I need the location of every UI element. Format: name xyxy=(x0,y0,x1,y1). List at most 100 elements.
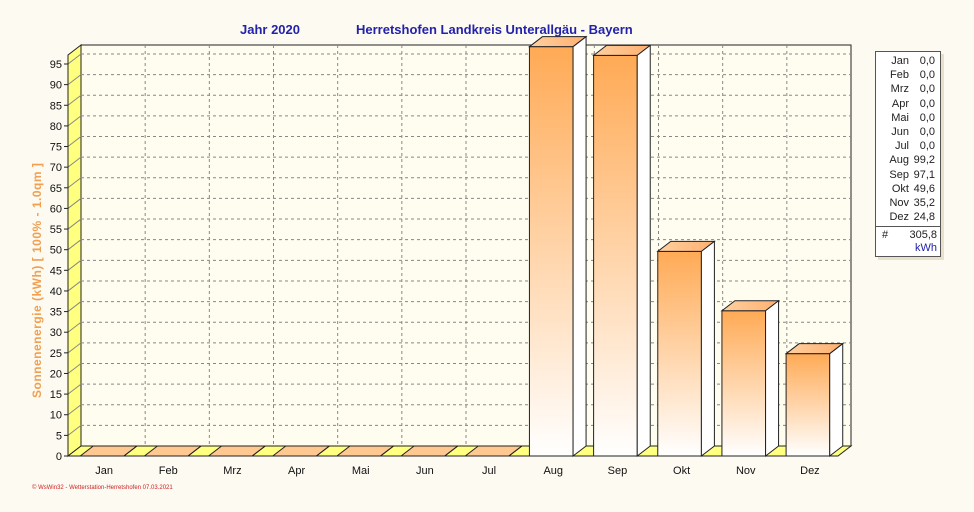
y-tick-label: 70 xyxy=(50,162,62,174)
gridline-wall xyxy=(67,259,82,271)
bar-side xyxy=(123,445,138,457)
y-tick-label: 80 xyxy=(50,121,62,133)
legend-value: 24,8 xyxy=(913,211,935,224)
gridline-wall xyxy=(67,404,82,416)
legend-row: Dez 24,8 xyxy=(876,211,938,225)
x-tick-label: Apr xyxy=(288,465,305,477)
chart-title-location: Herretshofen Landkreis Unterallgäu - Bay… xyxy=(356,22,633,37)
x-tick-label: Jan xyxy=(95,465,113,477)
gridline-wall xyxy=(67,53,82,65)
legend-total-unit: kWh xyxy=(915,242,937,254)
legend-month: Sep xyxy=(889,168,909,181)
bar-front xyxy=(593,54,638,457)
bar-Jul xyxy=(463,445,524,457)
bar-side xyxy=(444,445,459,457)
legend-value: 99,2 xyxy=(913,154,935,167)
y-tick-label: 50 xyxy=(50,245,62,257)
legend-total-value: 305,8 xyxy=(909,229,937,241)
legend-value: 0,0 xyxy=(919,111,935,124)
gridline-wall xyxy=(67,74,82,86)
legend-row: Mrz 0,0 xyxy=(876,83,938,97)
y-tick-label: 60 xyxy=(50,203,62,215)
bar-Okt xyxy=(656,240,716,458)
legend-value: 0,0 xyxy=(919,126,935,138)
y-tick-label: 90 xyxy=(50,80,62,92)
legend-value: 0,0 xyxy=(919,97,935,110)
legend-month: Apr xyxy=(891,97,909,110)
bar-side xyxy=(636,44,651,458)
legend-row: Aug 99,2 xyxy=(876,154,938,168)
bar-Jun xyxy=(399,445,460,457)
legend-month: Aug xyxy=(889,154,909,167)
legend-row: Jul 0,0 xyxy=(876,140,938,154)
x-tick-label: Dez xyxy=(800,465,820,477)
legend: Jan 0,0 Feb 0,0 Mrz 0,0 Apr 0,0 Mai 0,0 Jun 0,0 Jul 0… xyxy=(875,51,941,257)
left-wall xyxy=(67,43,82,458)
legend-month: Jul xyxy=(894,140,909,153)
y-tick-label: 45 xyxy=(50,265,62,277)
gridline-wall xyxy=(67,218,82,230)
bar-Aug xyxy=(527,35,588,458)
x-tick-label: Okt xyxy=(673,465,690,477)
x-tick-label: Sep xyxy=(608,465,628,477)
gridline-wall xyxy=(67,136,82,147)
legend-row: Mai 0,0 xyxy=(876,112,938,126)
y-tick-label: 55 xyxy=(50,224,62,236)
y-tick-label: 30 xyxy=(50,327,62,339)
footer-credit: © WsWin32 - Wetterstation-Herretshofen 0… xyxy=(32,485,173,491)
gridline-wall xyxy=(67,424,82,436)
x-tick-label: Feb xyxy=(159,465,178,477)
legend-month: Mai xyxy=(891,111,909,124)
y-tick-label: 10 xyxy=(50,410,62,422)
gridline-wall xyxy=(67,383,82,395)
legend-row: Jan 0,0 xyxy=(876,55,938,69)
bar-Nov xyxy=(720,299,781,458)
bar-side xyxy=(187,445,202,457)
x-tick-label: Mai xyxy=(352,465,370,477)
chart-title-year: Jahr 2020 xyxy=(240,22,300,37)
x-tick-label: Aug xyxy=(543,465,563,477)
bar-side xyxy=(316,445,330,457)
legend-separator xyxy=(876,226,940,227)
x-tick-label: Jun xyxy=(416,465,434,477)
y-tick-label: 15 xyxy=(50,389,62,401)
legend-row: Jun 0,0 xyxy=(876,126,938,140)
bar-Jan xyxy=(78,445,139,457)
legend-month: Okt xyxy=(891,182,909,195)
y-tick-label: 25 xyxy=(50,348,62,360)
y-tick-label: 0 xyxy=(56,451,62,463)
y-tick-label: 85 xyxy=(50,100,62,112)
legend-value: 0,0 xyxy=(919,55,935,67)
bar-side xyxy=(251,445,266,457)
legend-row: Nov 35,2 xyxy=(876,197,938,211)
y-tick-label: 75 xyxy=(50,142,62,154)
legend-row: Okt 49,6 xyxy=(876,183,938,197)
bar-front xyxy=(785,353,831,457)
gridline-wall xyxy=(67,156,82,168)
y-tick-label: 35 xyxy=(50,307,62,319)
legend-row: Apr 0,0 xyxy=(876,98,938,112)
legend-value: 0,0 xyxy=(919,83,935,96)
gridline-wall xyxy=(67,301,82,312)
bar-side xyxy=(700,240,715,458)
y-tick-label: 95 xyxy=(50,59,62,71)
legend-row: Sep 97,1 xyxy=(876,169,938,183)
x-tick-label: Mrz xyxy=(223,465,241,477)
bar-side xyxy=(572,35,587,458)
legend-month: Jan xyxy=(891,55,909,67)
x-tick-label: Nov xyxy=(736,465,756,477)
bar-side xyxy=(829,342,844,458)
gridline-wall xyxy=(67,198,82,209)
gridline-wall xyxy=(67,115,82,127)
gridline-wall xyxy=(67,363,82,374)
legend-value: 97,1 xyxy=(913,168,935,181)
legend-value: 0,0 xyxy=(919,69,935,82)
bar-Mai xyxy=(335,445,396,457)
floor xyxy=(66,445,853,457)
legend-month: Jun xyxy=(891,126,909,138)
y-tick-label: 5 xyxy=(56,430,62,442)
gridline-wall xyxy=(67,321,82,333)
bar-front xyxy=(721,310,767,457)
legend-value: 49,6 xyxy=(913,182,935,195)
bar-Apr xyxy=(271,445,331,457)
